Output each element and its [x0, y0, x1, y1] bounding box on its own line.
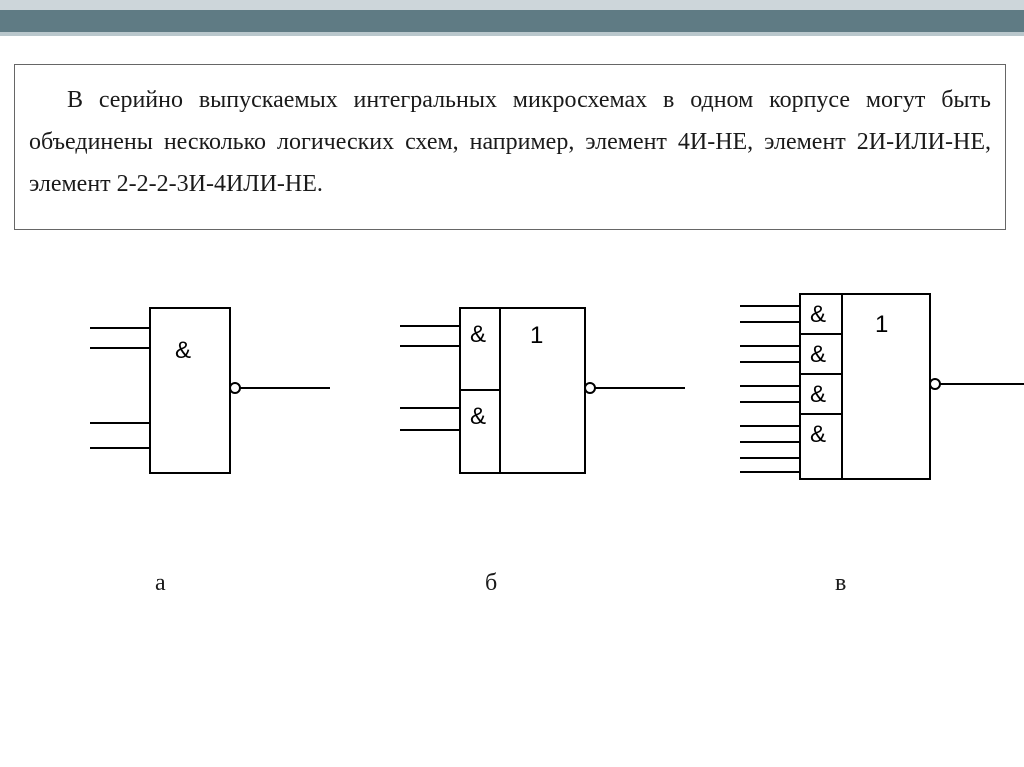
- header-gradient-bars: [0, 0, 1024, 36]
- bar-thin: [0, 32, 1024, 36]
- svg-text:&: &: [810, 421, 826, 448]
- svg-text:&: &: [470, 403, 486, 430]
- svg-text:1: 1: [530, 322, 543, 349]
- svg-text:&: &: [810, 341, 826, 368]
- caption-row: а б в: [0, 562, 1024, 598]
- svg-text:1: 1: [875, 311, 888, 338]
- bar-light: [0, 0, 1024, 10]
- svg-text:&: &: [175, 337, 191, 364]
- svg-text:&: &: [810, 381, 826, 408]
- svg-text:&: &: [810, 301, 826, 328]
- caption-c: в: [835, 570, 846, 597]
- svg-text:&: &: [470, 321, 486, 348]
- diagram-c: & & & & 1: [680, 284, 1024, 494]
- description-text: В серийно выпускаемых интегральных микро…: [29, 87, 991, 197]
- bar-dark: [0, 10, 1024, 32]
- caption-a: а: [155, 570, 166, 597]
- diagram-b: & & 1: [340, 288, 700, 488]
- description-box: В серийно выпускаемых интегральных микро…: [14, 64, 1006, 230]
- diagrams-area: & & & 1 & & & & 1 а б в: [0, 248, 1024, 628]
- caption-b: б: [485, 570, 497, 597]
- diagram-a: &: [30, 288, 340, 488]
